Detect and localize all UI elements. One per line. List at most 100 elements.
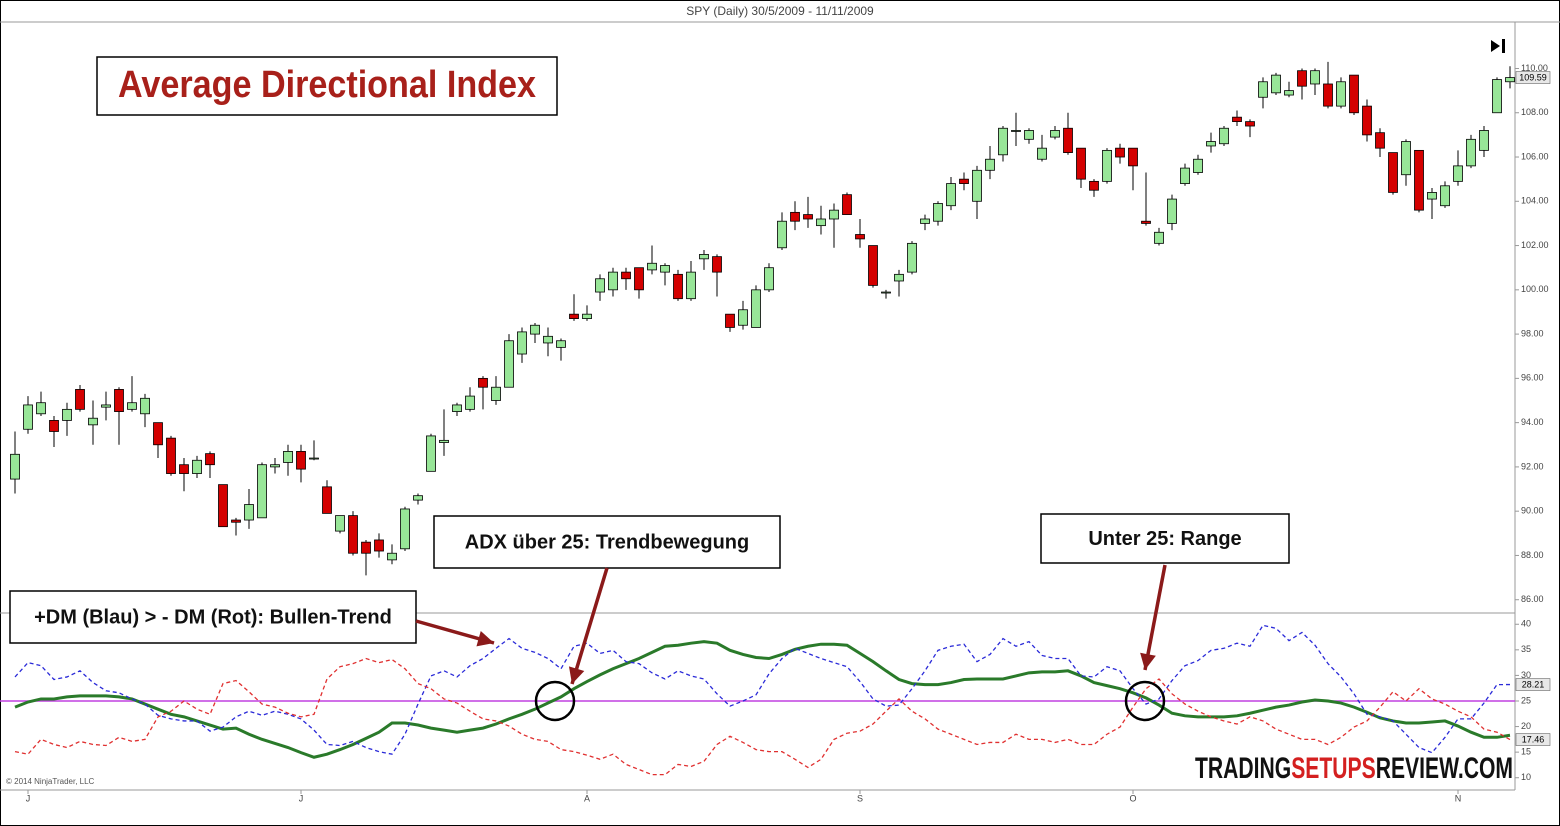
candle-body [959, 178, 969, 184]
candle-body [530, 324, 540, 335]
x-tick-label: O [1129, 793, 1136, 803]
candle-body [1310, 70, 1320, 85]
y-tick-label: 102.00 [1521, 240, 1549, 250]
y-tick-label: 25 [1521, 695, 1531, 705]
y-tick-label: 20 [1521, 721, 1531, 731]
candle-body [946, 183, 956, 207]
candle-body [387, 552, 397, 561]
candle-body [1427, 192, 1437, 200]
candle-body [270, 464, 280, 468]
arrow-head [476, 630, 494, 647]
candle-body [1206, 141, 1216, 147]
candle-body [1232, 116, 1242, 123]
candle-body [205, 453, 215, 466]
candle-body [920, 218, 930, 224]
annotation-text: Unter 25: Range [1088, 528, 1241, 550]
candle-body [491, 386, 501, 401]
candle-body [1284, 90, 1294, 96]
candle-body [1115, 147, 1125, 158]
y-tick-label: 96.00 [1521, 373, 1544, 383]
candle-body [881, 291, 891, 294]
candle-body [1492, 79, 1502, 114]
candle-body [738, 309, 748, 326]
candle-body [179, 464, 189, 474]
candle-body [1362, 105, 1372, 136]
candle-body [153, 422, 163, 446]
candle-body [36, 402, 46, 415]
candle-body [127, 402, 137, 410]
candle-body [1141, 220, 1151, 224]
candle-body [101, 404, 111, 408]
candle-body [1375, 132, 1385, 149]
candle-body [998, 127, 1008, 156]
candle-body [400, 508, 410, 550]
annotation-box [9, 590, 417, 644]
series-line [14, 657, 1511, 776]
candle-body [257, 464, 267, 519]
candle-body [374, 539, 384, 552]
last-value-box [1515, 678, 1551, 691]
x-tick-label: N [1455, 793, 1462, 803]
candle-body [1024, 130, 1034, 140]
candle-body [790, 211, 800, 222]
candle-body [1323, 83, 1333, 107]
last-value-label: 17.46 [1522, 734, 1545, 744]
candle-body [985, 158, 995, 171]
title-box [96, 56, 558, 116]
candle-body [114, 389, 124, 412]
candle-body [1037, 147, 1047, 160]
candle-body [673, 273, 683, 300]
chart-title: SPY (Daily) 30/5/2009 - 11/11/2009 [686, 4, 874, 18]
candle-body [1128, 147, 1138, 167]
candle-body [1245, 121, 1255, 127]
candle-body [10, 453, 20, 480]
candle-body [192, 459, 202, 474]
candle-body [23, 404, 33, 430]
y-tick-label: 30 [1521, 670, 1531, 680]
annotation-text: ADX über 25: Trendbewegung [465, 531, 749, 553]
candle-body [1089, 180, 1099, 191]
candle-body [1102, 149, 1112, 182]
candle-body [88, 417, 98, 426]
x-tick-label: S [857, 793, 863, 803]
arrow-head [1140, 652, 1156, 670]
candle-body [296, 451, 306, 470]
candle-body [803, 214, 813, 220]
candle-body [894, 273, 904, 282]
candle-body [244, 504, 254, 521]
y-tick-label: 98.00 [1521, 328, 1544, 338]
candle-body [1388, 152, 1398, 193]
candle-body [517, 331, 527, 355]
candle-body [309, 457, 319, 460]
candle-body [62, 408, 72, 421]
candle-body [829, 209, 839, 220]
jump-to-end-icon[interactable] [1491, 39, 1505, 53]
candle-body [686, 271, 696, 300]
candle-body [816, 218, 826, 227]
candle-body [1076, 147, 1086, 180]
candle-body [166, 437, 176, 474]
candle-body [933, 203, 943, 222]
x-tick-label: A [584, 793, 590, 803]
candle-body [1401, 141, 1411, 176]
candle-body [543, 335, 553, 344]
candle-body [439, 439, 449, 443]
y-tick-label: 104.00 [1521, 196, 1549, 206]
candle-body [1271, 74, 1281, 94]
candle-body [1414, 149, 1424, 211]
candle-body [478, 377, 488, 388]
last-value-box [1515, 733, 1551, 746]
candle-body [75, 389, 85, 410]
candle-body [582, 313, 592, 320]
arrow-shaft [1143, 564, 1167, 671]
candle-body [504, 340, 514, 388]
watermark-part: REVIEW.COM [1376, 752, 1513, 785]
y-tick-label: 108.00 [1521, 107, 1549, 117]
copyright: © 2014 NinjaTrader, LLC [6, 777, 95, 786]
arrow-head [568, 666, 585, 684]
y-tick-label: 40 [1521, 619, 1531, 629]
candle-body [140, 397, 150, 415]
candle-body [1193, 158, 1203, 173]
